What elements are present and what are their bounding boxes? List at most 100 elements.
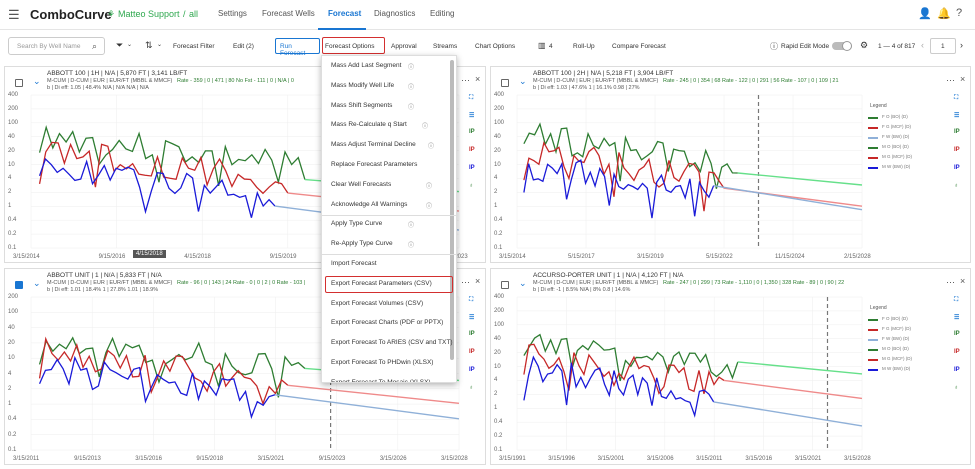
help-icon[interactable]: ? (956, 7, 963, 19)
ip-water-icon[interactable]: IP (469, 367, 475, 373)
legend-entry[interactable]: M W (BW) (D) (882, 164, 911, 169)
legend-entry[interactable]: M W (BW) (D) (882, 366, 911, 371)
expand-chevron-icon[interactable]: ⌄ (33, 76, 41, 86)
expand-chevron-icon[interactable]: ⌄ (519, 278, 527, 288)
settings-sliders-icon[interactable]: ☰ (469, 315, 475, 321)
search-input[interactable]: Search By Well Name ⌕ (8, 37, 105, 55)
ip-gas-icon[interactable]: IP (469, 349, 475, 355)
expand-icon[interactable]: ⛶ (954, 95, 959, 101)
menu-item-export-forecast-volumes[interactable]: Export Forecast Volumes (CSV) (331, 299, 424, 307)
rapid-edit-toggle[interactable] (832, 41, 852, 51)
close-icon[interactable]: × (475, 74, 481, 84)
ip-gas-icon[interactable]: IP (954, 349, 960, 355)
forecast-panel[interactable]: ⌄ ABBOTT 100 | 2H | N/A | 5,218 FT | 3,9… (490, 66, 971, 263)
menu-item-mass-modify-well-life[interactable]: Mass Modify Well Life (331, 81, 395, 89)
panel-select-checkbox[interactable] (15, 281, 23, 289)
menu-item-clear-well-forecasts[interactable]: Clear Well Forecasts (331, 180, 392, 188)
expand-chevron-icon[interactable]: ⌄ (33, 278, 41, 288)
next-page-icon[interactable]: › (960, 40, 963, 50)
tab-forecast[interactable]: Forecast (328, 9, 362, 18)
legend-entry[interactable]: M O (BO) (D) (882, 346, 909, 351)
type-curve-icon[interactable]: ♁ (954, 385, 959, 391)
chart-options-button[interactable]: Chart Options (475, 43, 516, 50)
run-forecast-button[interactable]: Run Forecast (275, 38, 320, 57)
panel-select-checkbox[interactable] (501, 79, 509, 87)
legend-entry[interactable]: F G (MCF) (D) (882, 326, 911, 331)
ip-water-icon[interactable]: IP (954, 165, 960, 171)
menu-item-export-to-phdwin[interactable]: Export Forecast To PHDwin (XLSX) (331, 359, 434, 366)
info-icon[interactable]: ⓘ (408, 65, 415, 71)
more-options-icon[interactable]: ⋯ (946, 277, 955, 287)
menu-item-mass-add-last-segment[interactable]: Mass Add Last Segment (331, 62, 402, 69)
info-icon[interactable]: ⓘ (408, 104, 415, 111)
more-options-icon[interactable]: ⋯ (946, 75, 955, 85)
settings-sliders-icon[interactable]: ☰ (954, 315, 960, 321)
settings-sliders-icon[interactable]: ☰ (954, 113, 960, 119)
menu-item-reapply-type-curve[interactable]: Re-Apply Type Curve (331, 240, 393, 248)
menu-item-export-to-mosaic[interactable]: Export Forecast To Mosaic (XLSX) (331, 378, 431, 383)
more-options-icon[interactable]: ⋯ (461, 277, 470, 287)
panel-select-checkbox[interactable] (501, 281, 509, 289)
close-icon[interactable]: × (960, 276, 966, 286)
expand-icon[interactable]: ⛶ (469, 95, 474, 101)
ip-gas-icon[interactable]: IP (469, 147, 475, 153)
expand-chevron-icon[interactable]: ⌄ (519, 76, 527, 86)
project-scope[interactable]: all (189, 9, 199, 19)
chevron-down-icon[interactable]: ⌄ (157, 42, 163, 48)
search-icon[interactable]: ⌕ (92, 41, 98, 51)
more-options-icon[interactable]: ⋯ (461, 75, 470, 85)
filter-icon[interactable]: ⏷ (116, 40, 124, 50)
tab-settings[interactable]: Settings (218, 9, 247, 18)
menu-item-mass-recalculate-q-start[interactable]: Mass Re-Calculate q Start (331, 121, 407, 129)
page-input[interactable]: 1 (930, 38, 956, 54)
close-icon[interactable]: × (960, 74, 966, 84)
info-icon[interactable]: ⓘ (408, 223, 415, 230)
info-icon[interactable]: ⓘ (408, 84, 415, 91)
ip-oil-icon[interactable]: IP (954, 331, 960, 337)
project-user[interactable]: Matteo Support (118, 9, 180, 19)
legend-entry[interactable]: F O (BO) (D) (882, 316, 908, 321)
legend-entry[interactable]: M G (MCF) (D) (882, 356, 912, 361)
production-chart[interactable] (491, 67, 972, 264)
menu-item-export-forecast-charts[interactable]: Export Forecast Charts (PDF or PPTX) (331, 319, 444, 327)
info-icon[interactable]: ⓘ (428, 144, 435, 151)
info-icon[interactable]: ⓘ (426, 203, 433, 210)
menu-item-mass-shift-segments[interactable]: Mass Shift Segments (331, 101, 393, 109)
forecast-panel[interactable]: ⌄ ACCURSO-PORTER UNIT | 1 | N/A | 4,120 … (490, 268, 971, 465)
info-icon[interactable]: ⓘ (422, 124, 429, 131)
ip-water-icon[interactable]: IP (469, 165, 475, 171)
edit-button[interactable]: Edit (2) (233, 43, 254, 50)
expand-icon[interactable]: ⛶ (954, 297, 959, 303)
forecast-filter-button[interactable]: Forecast Filter (173, 43, 215, 50)
ip-oil-icon[interactable]: IP (469, 129, 475, 135)
menu-item-apply-type-curve[interactable]: Apply Type Curve (331, 220, 383, 228)
type-curve-icon[interactable]: ♁ (469, 385, 474, 391)
ip-oil-icon[interactable]: IP (954, 129, 960, 135)
menu-scrollbar[interactable] (450, 60, 454, 360)
approval-button[interactable]: Approval (391, 43, 417, 50)
ip-water-icon[interactable]: IP (954, 367, 960, 373)
production-chart[interactable] (491, 269, 972, 466)
tab-forecast-wells[interactable]: Forecast Wells (262, 9, 315, 18)
info-icon[interactable]: ⓘ (426, 183, 433, 190)
bell-icon[interactable]: 🔔 (937, 8, 951, 20)
tab-editing[interactable]: Editing (430, 9, 455, 18)
forecast-options-button[interactable]: Forecast Options (325, 43, 375, 50)
prev-page-icon[interactable]: ‹ (921, 40, 924, 50)
compare-forecast-button[interactable]: Compare Forecast (612, 43, 666, 50)
user-icon[interactable]: 👤 (918, 8, 932, 20)
sort-icon[interactable]: ⇅ (145, 40, 153, 50)
streams-button[interactable]: Streams (433, 43, 458, 50)
panel-select-checkbox[interactable] (15, 79, 23, 87)
info-icon[interactable]: ⓘ (408, 243, 415, 250)
legend-entry[interactable]: F G (MCF) (D) (882, 124, 911, 129)
grid-count[interactable]: 4 (549, 43, 553, 50)
type-curve-icon[interactable]: ♁ (954, 183, 959, 189)
menu-item-export-to-aries[interactable]: Export Forecast To ARIES (CSV and TXT) (331, 339, 453, 347)
expand-icon[interactable]: ⛶ (469, 297, 474, 303)
legend-entry[interactable]: M G (MCF) (D) (882, 154, 912, 159)
menu-item-acknowledge-all-warnings[interactable]: Acknowledge All Warnings (331, 200, 408, 208)
tab-diagnostics[interactable]: Diagnostics (374, 9, 416, 18)
legend-entry[interactable]: F W (BW) (D) (882, 134, 910, 139)
grid-count-icon[interactable]: ▥ (538, 41, 546, 50)
